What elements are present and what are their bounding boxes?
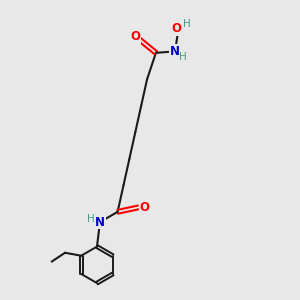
Text: H: H	[183, 19, 191, 29]
Text: H: H	[179, 52, 187, 62]
Text: N: N	[95, 216, 105, 229]
Text: O: O	[139, 201, 149, 214]
Text: N: N	[170, 45, 180, 58]
Text: H: H	[87, 214, 94, 224]
Text: O: O	[172, 22, 182, 35]
Text: O: O	[130, 30, 140, 43]
